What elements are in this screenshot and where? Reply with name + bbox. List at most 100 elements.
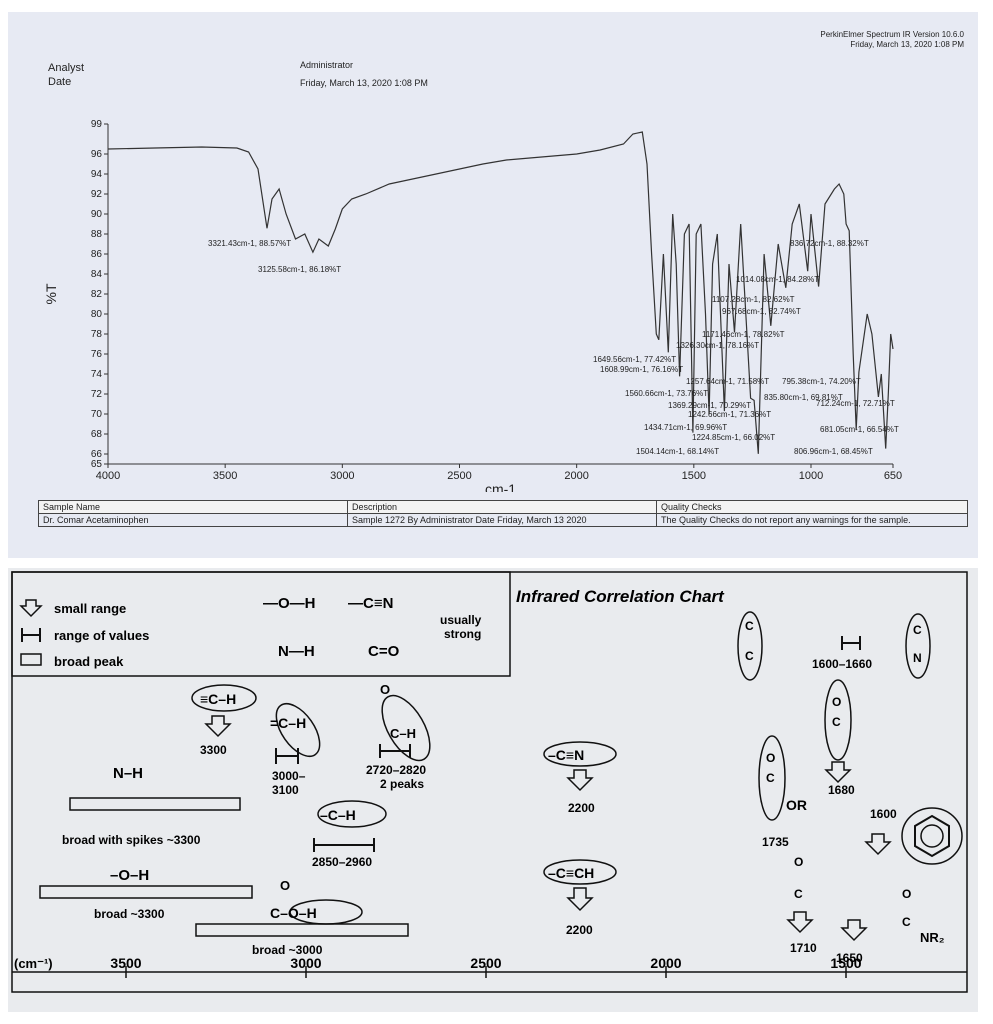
x-tick-label: 4000 [96,470,120,482]
corr-tick-label: 2000 [650,955,681,971]
peak-label: 3321.43cm-1, 88.57%T [208,239,291,248]
y-tick-label: 72 [91,389,103,400]
svg-text:C: C [902,915,911,929]
y-tick-label: 80 [91,309,103,320]
alkyne-ch-band: ≡C–H 3300 [191,684,257,757]
svg-text:–O–H: –O–H [110,867,149,884]
amide-band: 1650 O C NR₂ [836,887,945,965]
nitrile-band: –C≡N 2200 [543,741,617,815]
y-tick-label: 68 [91,429,103,440]
carboxylic-oh-band: O C–O–H broad ~3000 [195,878,409,957]
x-tick-label: 2000 [564,470,588,482]
svg-text:1680: 1680 [828,783,855,797]
y-tick-label: 66 [91,449,103,460]
y-tick-label: 88 [91,229,103,240]
peak-label: 681.05cm-1, 66.54%T [820,425,899,434]
svg-text:NR₂: NR₂ [920,930,945,945]
peak-label: 1649.56cm-1, 77.42%T [593,355,676,364]
svg-text:broad with spikes ~3300: broad with spikes ~3300 [62,833,201,847]
date-value: Friday, March 13, 2020 1:08 PM [300,78,428,88]
group-cn: —C≡N [348,595,393,612]
group-co: C=O [368,643,400,660]
peak-label: 967.68cm-1, 82.74%T [722,307,801,316]
peak-label: 795.38cm-1, 74.20%T [782,377,861,386]
ir-spectrum-panel: Analyst Date Administrator Friday, March… [8,12,978,558]
peak-label: 712.24cm-1, 72.71%T [816,399,895,408]
svg-text:broad ~3300: broad ~3300 [94,907,165,921]
y-tick-label: 65 [91,459,103,470]
svg-text:2720–2820: 2720–2820 [366,763,426,777]
svg-text:–C≡N: –C≡N [548,747,584,763]
broad-peak-icon [20,653,42,666]
x-axis-title: cm-1 [485,481,516,492]
svg-text:O: O [902,887,911,901]
x-tick-label: 650 [884,470,902,482]
x-tick-label: 1000 [799,470,823,482]
corr-tick-label: 1500 [830,955,861,971]
alkyne-cc-band: –C≡CH 2200 [543,859,617,937]
svg-text:3300: 3300 [200,743,227,757]
correlation-chart-panel: small range range of values broad peak —… [8,568,978,1012]
svg-text:≡C–H: ≡C–H [200,691,236,707]
correlation-title: Infrared Correlation Chart [516,587,725,606]
x-tick-label: 3000 [330,470,354,482]
svg-text:C: C [794,887,803,901]
y-tick-label: 78 [91,329,103,340]
group-oh: —O—H [263,595,316,612]
svg-text:O: O [766,751,775,765]
y-tick-label: 74 [91,369,103,380]
svg-text:–C–H: –C–H [320,807,356,823]
legend-box [11,571,511,677]
peak-label: 806.96cm-1, 68.45%T [794,447,873,456]
legend-small-range: small range [54,601,126,616]
y-tick-label: 99 [91,119,103,130]
svg-text:C: C [913,623,922,637]
svg-text:2200: 2200 [566,923,593,937]
peak-label: 835.80cm-1, 69.81%T [764,393,843,402]
x-tick-label: 3500 [213,470,237,482]
description-header: Description [347,500,657,514]
y-tick-label: 86 [91,249,103,260]
peak-label: 1560.66cm-1, 73.76%T [625,389,708,398]
svg-text:N: N [913,651,922,665]
corr-tick-label: 3000 [290,955,321,971]
y-tick-label: 70 [91,409,103,420]
corr-tick-label: 3500 [110,955,141,971]
y-axis-title: %T [43,283,59,304]
svg-text:2200: 2200 [568,801,595,815]
svg-text:1710: 1710 [790,941,817,955]
svg-text:1600–1660: 1600–1660 [812,657,872,671]
alkane-ch-band: –C–H 2850–2960 [312,800,387,869]
sample-name-value: Dr. Comar Acetaminophen [38,513,348,527]
amine-nh-band: N–H broad with spikes ~3300 [62,765,241,847]
svg-text:C: C [832,715,841,729]
peak-label: 1326.30cm-1, 78.16%T [676,341,759,350]
peak-label: 1171.46cm-1, 78.82%T [702,330,785,339]
peak-label: 1257.64cm-1, 71.58%T [686,377,769,386]
svg-text:2 peaks: 2 peaks [380,777,424,791]
svg-text:C–O–H: C–O–H [270,905,317,921]
description-value: Sample 1272 By Administrator Date Friday… [347,513,657,527]
peak-label: 836.72cm-1, 88.32%T [790,239,869,248]
peak-label: 1369.29cm-1, 70.29%T [668,401,751,410]
y-tick-label: 90 [91,209,103,220]
svg-text:3000–: 3000– [272,769,306,783]
peak-label: 1107.28cm-1, 82.62%T [712,295,795,304]
arrow-down-icon [19,599,43,618]
peak-label: 1504.14cm-1, 68.14%T [636,447,719,456]
usually-text: usually [440,613,482,627]
peak-label: 1608.99cm-1, 76.16%T [600,365,683,374]
legend-range-values: range of values [54,628,149,643]
svg-text:N–H: N–H [113,765,143,782]
software-name: PerkinElmer Spectrum IR Version 10.6.0 [820,30,964,39]
svg-text:–C≡CH: –C≡CH [548,865,594,881]
svg-text:O: O [280,878,290,893]
date-label: Date [48,76,72,88]
svg-text:C: C [745,649,754,663]
conjugated-co-band: O C 1680 [824,679,855,797]
corr-tick-label: 2500 [470,955,501,971]
y-tick-label: 92 [91,189,103,200]
peak-label: 1014.08cm-1, 84.28%T [736,275,819,284]
y-tick-label: 84 [91,269,103,280]
